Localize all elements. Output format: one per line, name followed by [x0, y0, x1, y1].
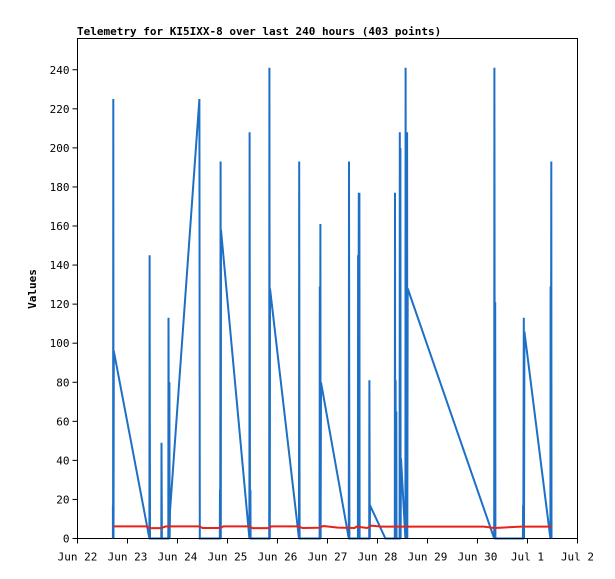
chart-title: Telemetry for KI5IXX-8 over last 240 hou… — [77, 25, 441, 38]
series-line-2 — [113, 524, 552, 530]
y-tick-label: 40 — [56, 454, 69, 467]
x-tick-label: Jun 28 — [358, 551, 398, 564]
x-axis: Jun 22 Jun 23 Jun 24 Jun 25 Jun 26 Jun 27 Jun … — [58, 538, 594, 564]
series-layer — [111, 67, 553, 540]
y-tick-label: 160 — [50, 220, 70, 233]
x-tick-label: Jun 22 — [58, 551, 98, 564]
y-tick-label: 140 — [50, 259, 70, 272]
x-tick-label: Jun 29 — [408, 551, 448, 564]
y-axis-label: Values — [26, 269, 39, 309]
y-tick-label: 220 — [50, 103, 70, 116]
x-tick-label: Jun 27 — [308, 551, 348, 564]
y-tick-label: 240 — [50, 64, 70, 77]
y-tick-label: 100 — [50, 337, 70, 350]
x-tick-label: Jun 26 — [258, 551, 298, 564]
x-tick-label: Jun 25 — [208, 551, 248, 564]
y-axis: 0 20 40 60 80 100 120 140 160 180 200 220 240 — [50, 64, 78, 546]
x-tick-label: Jun 30 — [458, 551, 498, 564]
series-line-1 — [111, 67, 553, 540]
y-tick-label: 20 — [56, 493, 69, 506]
y-tick-label: 200 — [50, 142, 70, 155]
y-tick-label: 80 — [56, 376, 69, 389]
y-tick-label: 120 — [50, 298, 70, 311]
y-tick-label: 180 — [50, 181, 70, 194]
x-tick-label: Jul 1 — [511, 551, 544, 564]
x-tick-label: Jun 24 — [158, 551, 198, 564]
x-tick-label: Jul 2 — [561, 551, 594, 564]
y-tick-label: 0 — [63, 533, 70, 546]
plot-area — [77, 38, 578, 539]
x-tick-label: Jun 23 — [108, 551, 148, 564]
y-tick-label: 60 — [56, 415, 69, 428]
